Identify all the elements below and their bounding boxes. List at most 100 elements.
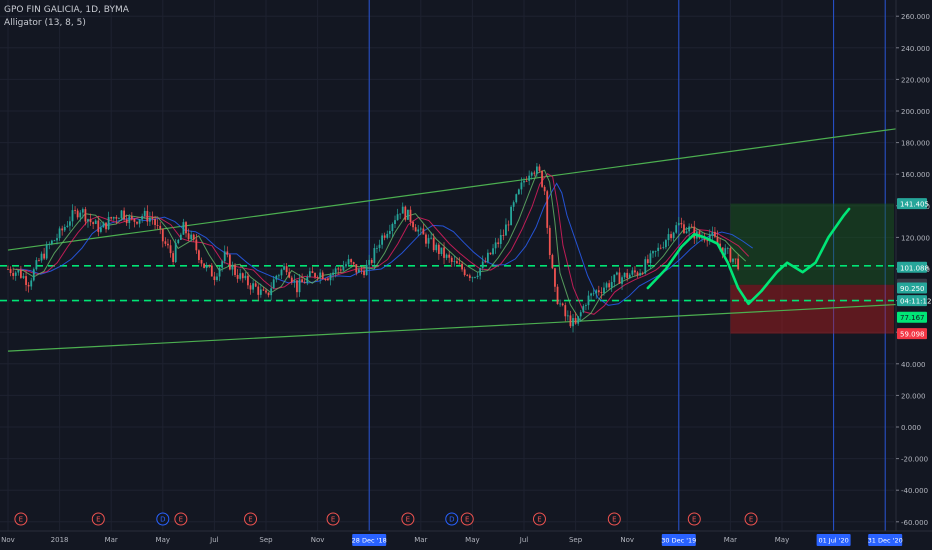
candle-body — [677, 222, 680, 226]
candle-body — [574, 318, 577, 324]
candle-body — [167, 243, 169, 246]
candle-body — [474, 277, 476, 278]
price-tick-label: 180.000 — [901, 140, 930, 148]
candle-body — [275, 275, 278, 280]
candle-body — [182, 222, 185, 235]
candle-body — [30, 280, 33, 287]
candle-body — [600, 292, 603, 294]
candle-body — [298, 279, 301, 293]
candle-body — [479, 268, 482, 276]
time-tick-label: Mar — [724, 536, 737, 544]
candle-body — [520, 182, 523, 190]
candle-body — [290, 277, 293, 283]
candle-body — [254, 283, 257, 287]
candle-body — [149, 217, 151, 222]
candle-body — [499, 235, 502, 244]
candle-body — [468, 275, 471, 278]
date-marker-badge — [816, 534, 851, 546]
candle-body — [613, 274, 616, 283]
candle-body — [156, 225, 159, 226]
earnings-icon — [91, 512, 105, 526]
candle-body — [670, 234, 672, 239]
candle-body — [244, 275, 247, 279]
candle-body — [363, 270, 365, 276]
candle-body — [365, 264, 368, 276]
candle-body — [56, 238, 58, 241]
candle-body — [538, 166, 541, 171]
time-tick-label: Jul — [209, 536, 219, 544]
candle-body — [502, 235, 505, 236]
candle-body — [112, 217, 115, 219]
long-position-box[interactable] — [730, 203, 894, 334]
candle-body — [89, 219, 92, 223]
candle-body — [339, 269, 342, 271]
trend-lines[interactable] — [7, 126, 912, 352]
candle-body — [316, 276, 319, 278]
projection-path[interactable] — [646, 207, 851, 306]
candle-body — [208, 265, 211, 266]
candle-body — [579, 312, 582, 317]
candle-body — [641, 272, 644, 274]
candle-body — [332, 272, 334, 275]
event-label: E — [612, 516, 616, 524]
candle-body — [270, 288, 273, 296]
candle-body — [280, 269, 283, 276]
candle-body — [376, 247, 378, 249]
candle-body — [40, 253, 43, 261]
event-label: E — [537, 516, 541, 524]
candle-body — [76, 210, 79, 218]
candle-body — [69, 221, 71, 226]
time-axis[interactable]: Nov 2018 Mar May Jul Sep Nov Mar May Jul Sep Nov Mar… — [0, 530, 932, 550]
candle-body — [621, 277, 623, 284]
symbol-title[interactable]: GPO FIN GALICIA, 1D, BYMA — [4, 5, 129, 15]
candle-body — [241, 273, 244, 279]
candle-body — [595, 290, 598, 294]
price-label-bg — [897, 295, 927, 307]
alligator-indicator — [12, 169, 754, 322]
candle-body — [25, 276, 27, 285]
time-tick-label: Jul — [519, 536, 529, 544]
candle-body — [247, 275, 249, 286]
candle-body — [334, 268, 337, 273]
candle-body — [97, 220, 100, 232]
time-tick-label: Sep — [259, 536, 273, 544]
candle-body — [7, 269, 9, 270]
candle-body — [27, 284, 30, 287]
candle-body — [564, 305, 567, 317]
price-tick-label: -20.000 — [901, 456, 928, 464]
candle-body — [466, 275, 469, 276]
candle-body — [301, 279, 304, 283]
candle-body — [187, 233, 190, 240]
candle-body — [342, 266, 345, 271]
candle-body — [265, 290, 267, 293]
event-label: E — [96, 516, 100, 524]
candle-body — [507, 224, 510, 226]
candle-body — [17, 270, 20, 273]
candle-body — [337, 268, 340, 270]
candle-body — [657, 247, 660, 252]
candle-body — [259, 289, 262, 295]
candle-body — [218, 267, 221, 277]
candle-body — [559, 303, 562, 305]
candle-body — [626, 272, 629, 278]
date-marker-label: 30 Dec '19 — [661, 537, 696, 545]
candle-body — [347, 259, 350, 265]
candle-body — [680, 222, 683, 225]
candle-body — [435, 244, 438, 251]
dividend-icon — [445, 512, 459, 526]
candle-body — [458, 263, 461, 265]
candle-body — [497, 242, 500, 244]
candle-body — [128, 216, 131, 224]
candle-body — [161, 228, 164, 242]
candle-body — [662, 247, 665, 248]
candle-body — [536, 166, 538, 174]
candle-body — [174, 243, 177, 263]
candle-body — [445, 254, 448, 258]
candle-body — [61, 228, 64, 231]
earnings-icon — [401, 512, 415, 526]
indicator-legend[interactable]: Alligator (13, 8, 5) — [4, 18, 86, 28]
candle-body — [592, 293, 595, 295]
candle-body — [554, 268, 556, 287]
